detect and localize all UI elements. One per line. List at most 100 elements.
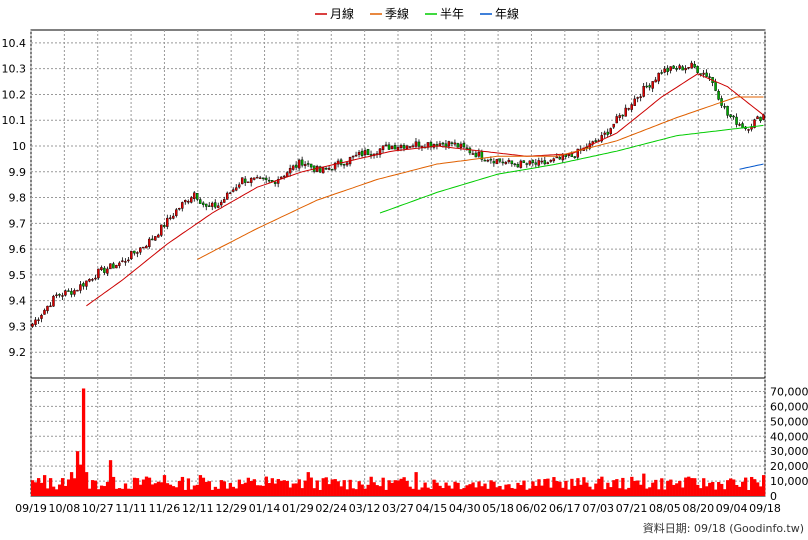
x-tick-label: 01/29 [282, 502, 314, 515]
candle [546, 162, 550, 165]
x-tick-label: 10/27 [82, 502, 114, 515]
candle [94, 277, 97, 280]
candle [468, 147, 472, 154]
volume-bar [129, 488, 134, 496]
price-tick-label: 9.8 [9, 192, 27, 205]
candle [654, 79, 657, 83]
volume-bar [423, 482, 427, 496]
candle [181, 202, 184, 209]
candle [273, 181, 277, 184]
volume-bar [201, 477, 206, 496]
volume-bar [240, 484, 245, 496]
candle [360, 150, 364, 157]
candle [333, 162, 337, 170]
candle [157, 234, 160, 238]
candle [705, 72, 708, 77]
candle [600, 135, 603, 142]
volume-bar [432, 479, 436, 496]
volume-bar [666, 480, 670, 496]
candle [486, 160, 490, 162]
candle [58, 294, 61, 296]
volume-bar [417, 489, 421, 496]
candle [202, 202, 205, 205]
candle [405, 145, 409, 149]
volume-bar [441, 488, 445, 496]
volume-bar [237, 479, 242, 496]
candle [756, 116, 759, 120]
volume-bar [447, 485, 451, 496]
x-tick-label: 08/05 [649, 502, 681, 515]
candle [693, 63, 696, 68]
volume-bar [501, 489, 505, 496]
candle [714, 81, 717, 91]
candle [690, 62, 693, 69]
volume-bar [483, 483, 487, 496]
candle [615, 116, 618, 124]
volume-bar [714, 489, 718, 496]
candle [267, 179, 271, 182]
volume-bar [138, 484, 143, 496]
x-tick-label: 04/30 [449, 502, 481, 515]
volume-bar [519, 485, 523, 496]
volume-bar [141, 479, 146, 496]
candle [115, 265, 118, 269]
candle [681, 66, 684, 71]
candle [747, 129, 750, 131]
legend-item: 年線 [480, 6, 519, 21]
volume-bar [354, 489, 358, 496]
volume-bar [306, 472, 310, 496]
candle [696, 65, 699, 73]
candle [243, 178, 247, 183]
volume-bar [639, 484, 643, 496]
volume-bar [189, 489, 194, 496]
candle [100, 267, 103, 271]
volume-bar [756, 482, 760, 496]
volume-bar [195, 484, 200, 496]
candle [288, 168, 292, 174]
volume-bar [591, 489, 595, 496]
candle [34, 319, 37, 325]
volume-bar [78, 464, 83, 496]
volume-bar [36, 478, 41, 496]
volume-bar [459, 489, 463, 496]
candle [205, 203, 208, 207]
volume-bar [621, 477, 625, 496]
candle [40, 315, 43, 319]
volume-bar [258, 485, 262, 496]
volume-bar [468, 484, 472, 496]
candle [88, 278, 91, 282]
volume-bar [276, 479, 280, 496]
candle [154, 236, 157, 241]
volume-bar [120, 488, 125, 496]
volume-bar [642, 473, 646, 496]
candle [276, 179, 280, 184]
volume-bar [363, 488, 367, 496]
volume-bar [108, 460, 113, 496]
candle [357, 151, 361, 155]
volume-bar [318, 489, 322, 496]
volume-bar [438, 485, 442, 496]
candle [294, 164, 298, 168]
candle [408, 146, 412, 148]
volume-bar [741, 481, 745, 496]
volume-bar [657, 489, 661, 496]
candle [564, 154, 568, 158]
volume-bar [429, 489, 433, 496]
candle [708, 76, 711, 78]
candle [306, 163, 310, 165]
candle [37, 319, 40, 321]
volume-bar [732, 479, 736, 496]
volume-bar [708, 482, 712, 496]
x-tick-label: 04/15 [416, 502, 448, 515]
candle [297, 159, 301, 169]
volume-bar [735, 485, 739, 496]
volume-bar [327, 484, 331, 496]
candle [627, 108, 630, 110]
volume-bar [648, 487, 652, 496]
x-tick-label: 06/17 [549, 502, 581, 515]
volume-bar [126, 488, 131, 496]
candle [513, 163, 517, 166]
volume-bar [210, 489, 215, 496]
candle [660, 72, 663, 74]
volume-bar [246, 477, 251, 496]
